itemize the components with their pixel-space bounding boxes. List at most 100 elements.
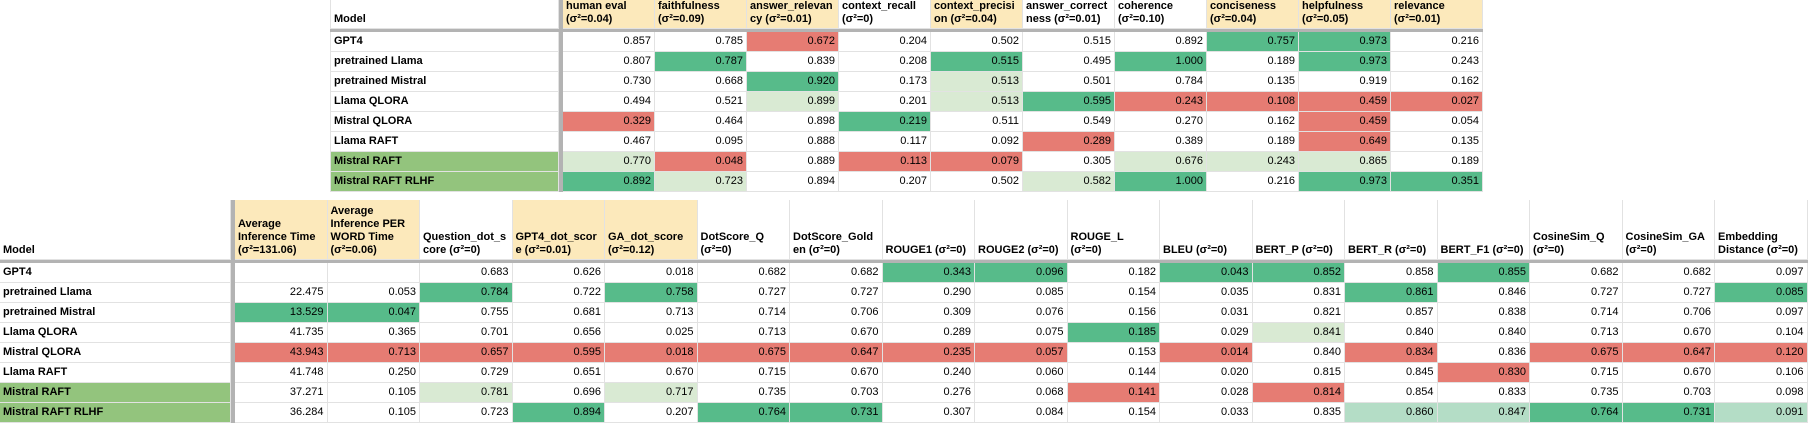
value-cell[interactable]: 0.054 xyxy=(1391,112,1483,132)
value-cell[interactable]: 0.389 xyxy=(1115,132,1207,152)
value-cell[interactable]: 41.748 xyxy=(235,363,328,383)
value-cell[interactable]: 0.836 xyxy=(1437,343,1530,363)
model-name-cell[interactable]: Mistral QLORA xyxy=(330,112,559,132)
value-cell[interactable]: 0.857 xyxy=(563,32,655,52)
value-cell[interactable]: 0.784 xyxy=(420,283,513,303)
column-header[interactable]: helpfulness (σ²=0.05) xyxy=(1299,0,1391,29)
column-header[interactable]: context_precision (σ²=0.04) xyxy=(931,0,1023,29)
model-name-cell[interactable]: Mistral RAFT RLHF xyxy=(330,172,559,192)
value-cell[interactable]: 0.731 xyxy=(1622,403,1715,423)
value-cell[interactable]: 0.727 xyxy=(790,283,883,303)
value-cell[interactable]: 0.235 xyxy=(882,343,975,363)
value-cell[interactable]: 0.243 xyxy=(1115,92,1207,112)
value-cell[interactable]: 0.513 xyxy=(931,72,1023,92)
value-cell[interactable]: 0.182 xyxy=(1067,263,1160,283)
value-cell[interactable]: 37.271 xyxy=(235,383,328,403)
value-cell[interactable]: 0.459 xyxy=(1299,112,1391,132)
value-cell[interactable]: 0.243 xyxy=(1207,152,1299,172)
value-cell[interactable]: 0.154 xyxy=(1067,283,1160,303)
value-cell[interactable] xyxy=(235,263,328,283)
value-cell[interactable]: 0.162 xyxy=(1207,112,1299,132)
value-cell[interactable]: 0.703 xyxy=(790,383,883,403)
value-cell[interactable]: 0.682 xyxy=(697,263,790,283)
column-header[interactable]: GA_dot_score (σ²=0.12) xyxy=(605,200,698,260)
value-cell[interactable]: 0.156 xyxy=(1067,303,1160,323)
value-cell[interactable]: 0.727 xyxy=(697,283,790,303)
value-cell[interactable]: 0.098 xyxy=(1715,383,1808,403)
value-cell[interactable]: 0.715 xyxy=(697,363,790,383)
value-cell[interactable]: 0.189 xyxy=(1207,132,1299,152)
value-cell[interactable]: 0.185 xyxy=(1067,323,1160,343)
value-cell[interactable]: 0.701 xyxy=(420,323,513,343)
value-cell[interactable]: 0.682 xyxy=(1622,263,1715,283)
value-cell[interactable]: 0.727 xyxy=(1530,283,1623,303)
column-header[interactable]: answer_relevancy (σ²=0.01) xyxy=(747,0,839,29)
value-cell[interactable]: 0.722 xyxy=(512,283,605,303)
value-cell[interactable]: 0.973 xyxy=(1299,172,1391,192)
value-cell[interactable]: 0.672 xyxy=(747,32,839,52)
model-name-cell[interactable]: GPT4 xyxy=(330,32,559,52)
value-cell[interactable]: 0.173 xyxy=(839,72,931,92)
column-header[interactable]: context_recall (σ²=0) xyxy=(839,0,931,29)
value-cell[interactable]: 0.846 xyxy=(1437,283,1530,303)
value-cell[interactable]: 0.649 xyxy=(1299,132,1391,152)
value-cell[interactable]: 0.735 xyxy=(1530,383,1623,403)
value-cell[interactable]: 0.515 xyxy=(1023,32,1115,52)
value-cell[interactable]: 0.973 xyxy=(1299,52,1391,72)
value-cell[interactable]: 0.830 xyxy=(1437,363,1530,383)
model-name-cell[interactable]: Mistral RAFT xyxy=(330,152,559,172)
value-cell[interactable]: 22.475 xyxy=(235,283,328,303)
column-header[interactable]: ROUGE2 (σ²=0) xyxy=(975,200,1068,260)
value-cell[interactable]: 0.329 xyxy=(563,112,655,132)
column-header[interactable]: human eval (σ²=0.04) xyxy=(563,0,655,29)
value-cell[interactable]: 0.973 xyxy=(1299,32,1391,52)
value-cell[interactable]: 0.048 xyxy=(655,152,747,172)
model-name-cell[interactable]: pretrained Mistral xyxy=(330,72,559,92)
value-cell[interactable]: 0.703 xyxy=(1622,383,1715,403)
value-cell[interactable]: 0.105 xyxy=(327,403,420,423)
model-name-cell[interactable]: Mistral RAFT xyxy=(0,383,231,403)
value-cell[interactable]: 0.821 xyxy=(1252,303,1345,323)
value-cell[interactable]: 0.865 xyxy=(1299,152,1391,172)
value-cell[interactable]: 0.162 xyxy=(1391,72,1483,92)
value-cell[interactable]: 0.647 xyxy=(1622,343,1715,363)
value-cell[interactable]: 0.713 xyxy=(327,343,420,363)
value-cell[interactable]: 0.289 xyxy=(1023,132,1115,152)
value-cell[interactable]: 0.696 xyxy=(512,383,605,403)
value-cell[interactable]: 0.855 xyxy=(1437,263,1530,283)
value-cell[interactable]: 0.731 xyxy=(790,403,883,423)
value-cell[interactable]: 0.838 xyxy=(1437,303,1530,323)
value-cell[interactable]: 0.096 xyxy=(975,263,1068,283)
value-cell[interactable]: 0.668 xyxy=(655,72,747,92)
value-cell[interactable]: 0.043 xyxy=(1160,263,1253,283)
value-cell[interactable]: 0.715 xyxy=(1530,363,1623,383)
value-cell[interactable]: 0.730 xyxy=(563,72,655,92)
value-cell[interactable]: 0.018 xyxy=(605,343,698,363)
value-cell[interactable]: 0.840 xyxy=(1345,323,1438,343)
value-cell[interactable]: 0.894 xyxy=(747,172,839,192)
value-cell[interactable]: 0.852 xyxy=(1252,263,1345,283)
column-header[interactable]: DotScore_Q (σ²=0) xyxy=(697,200,790,260)
value-cell[interactable]: 0.735 xyxy=(697,383,790,403)
value-cell[interactable]: 0.834 xyxy=(1345,343,1438,363)
value-cell[interactable]: 0.892 xyxy=(563,172,655,192)
value-cell[interactable]: 0.515 xyxy=(931,52,1023,72)
value-cell[interactable]: 0.670 xyxy=(790,363,883,383)
model-name-cell[interactable]: pretrained Llama xyxy=(0,283,231,303)
value-cell[interactable]: 0.309 xyxy=(882,303,975,323)
value-cell[interactable]: 1.000 xyxy=(1115,52,1207,72)
value-cell[interactable]: 0.075 xyxy=(975,323,1068,343)
value-cell[interactable]: 0.847 xyxy=(1437,403,1530,423)
value-cell[interactable]: 0.670 xyxy=(605,363,698,383)
column-header[interactable]: Average Inference PER WORD Time (σ²=0.06… xyxy=(327,200,420,260)
value-cell[interactable]: 0.144 xyxy=(1067,363,1160,383)
value-cell[interactable]: 0.706 xyxy=(1622,303,1715,323)
value-cell[interactable]: 0.815 xyxy=(1252,363,1345,383)
value-cell[interactable]: 0.757 xyxy=(1207,32,1299,52)
column-header[interactable]: conciseness (σ²=0.04) xyxy=(1207,0,1299,29)
value-cell[interactable]: 0.681 xyxy=(512,303,605,323)
value-cell[interactable]: 0.714 xyxy=(697,303,790,323)
value-cell[interactable]: 0.582 xyxy=(1023,172,1115,192)
value-cell[interactable]: 0.889 xyxy=(747,152,839,172)
value-cell[interactable]: 0.219 xyxy=(839,112,931,132)
